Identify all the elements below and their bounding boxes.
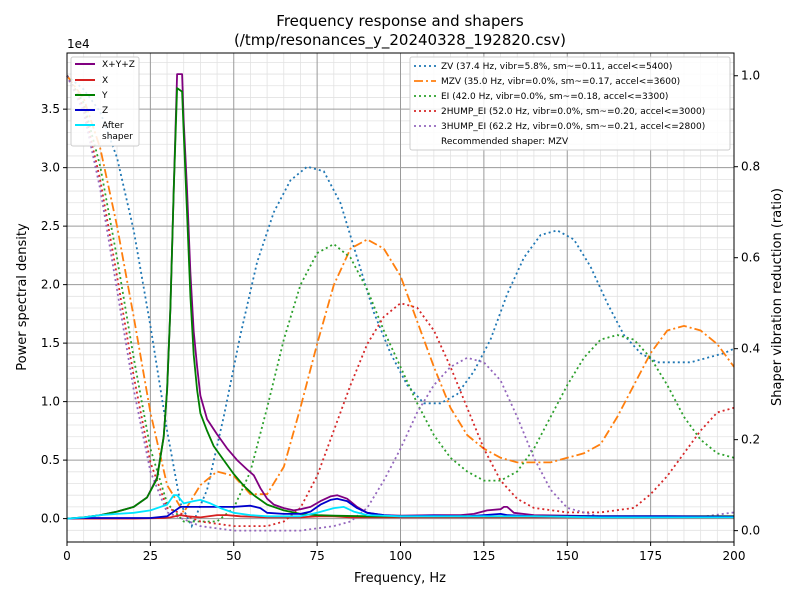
y-tick-label: 2.0 (41, 278, 60, 292)
x-tick-label: 25 (143, 549, 158, 563)
y2-tick-label: 0.0 (741, 524, 760, 538)
legend-label-x: X (102, 76, 108, 86)
series-line-z (66, 497, 735, 520)
y2-tick-label: 0.4 (741, 342, 760, 356)
legend-label-y: Y (101, 91, 108, 101)
x-tick-label: 75 (309, 549, 324, 563)
legend-recommended-shaper: Recommended shaper: MZV (441, 137, 569, 147)
series-line-3hump-ei (66, 75, 735, 532)
y-tick-label: 1.0 (41, 395, 60, 409)
x-ticks: 0 25 50 75 100 125 150 175 200 (63, 542, 745, 563)
legend-shapers: ZV (37.4 Hz, vibr=5.8%, sm~=0.11, accel<… (409, 56, 731, 151)
y-tick-label: 3.0 (41, 161, 60, 175)
y-multiplier: 1e4 (67, 37, 90, 51)
legend-box-right (409, 56, 731, 151)
series-line-after (66, 494, 734, 520)
series-line-ei (66, 75, 735, 523)
y-tick-label: 0.5 (41, 453, 60, 467)
y2-tick-label: 0.8 (741, 160, 760, 174)
y2-tick-label: 0.2 (741, 433, 760, 447)
x-tick-label: 0 (63, 549, 71, 563)
legend-label-x-y-z: X+Y+Z (102, 60, 135, 70)
legend-label-zv: ZV (37.4 Hz, vibr=5.8%, sm~=0.11, accel<… (441, 62, 672, 72)
shaper-lines (66, 75, 735, 532)
chart-subtitle: (/tmp/resonances_y_20240328_192820.csv) (234, 31, 566, 50)
legend-label-ei: EI (42.0 Hz, vibr=0.0%, sm~=0.18, accel<… (441, 92, 668, 102)
legend-label-3hump-ei: 3HUMP_EI (62.2 Hz, vibr=0.0%, sm~=0.21, … (441, 122, 705, 132)
y-tick-label: 2.5 (41, 219, 60, 233)
y-tick-label: 0.0 (41, 512, 60, 526)
x-tick-label: 175 (639, 549, 662, 563)
y2-tick-label: 0.6 (741, 251, 760, 265)
x-tick-label: 125 (472, 549, 495, 563)
series-line-y (66, 87, 734, 520)
x-tick-label: 150 (556, 549, 579, 563)
x-tick-label: 50 (226, 549, 241, 563)
y-ticks: 0.0 0.5 1.0 1.5 2.0 2.5 3.0 3.5 (41, 102, 67, 526)
y2-axis-label: Shaper vibration reduction (ratio) (770, 188, 785, 406)
y2-tick-label: 1.0 (741, 69, 760, 83)
psd-lines (66, 73, 735, 520)
y-tick-label: 1.5 (41, 336, 60, 350)
x-tick-label: 100 (389, 549, 412, 563)
legend-label-2hump-ei: 2HUMP_EI (52.0 Hz, vibr=0.0%, sm~=0.20, … (441, 107, 705, 117)
legend-label-z: Z (102, 106, 108, 116)
series-line-mzv (66, 75, 735, 515)
chart-title: Frequency response and shapers (276, 12, 524, 30)
y-axis-label: Power spectral density (15, 223, 30, 371)
legend-label-after: After shaper (102, 121, 133, 142)
series-line-x (67, 514, 734, 520)
y-tick-label: 3.5 (41, 102, 60, 116)
legend-psd: X+Y+Z XYZ After shaper (70, 56, 140, 147)
legend-label-mzv: MZV (35.0 Hz, vibr=0.0%, sm~=0.17, accel… (441, 77, 680, 87)
x-tick-label: 200 (723, 549, 746, 563)
y2-ticks: 0.0 0.2 0.4 0.6 0.8 1.0 (734, 69, 760, 538)
x-axis-label: Frequency, Hz (354, 571, 446, 586)
